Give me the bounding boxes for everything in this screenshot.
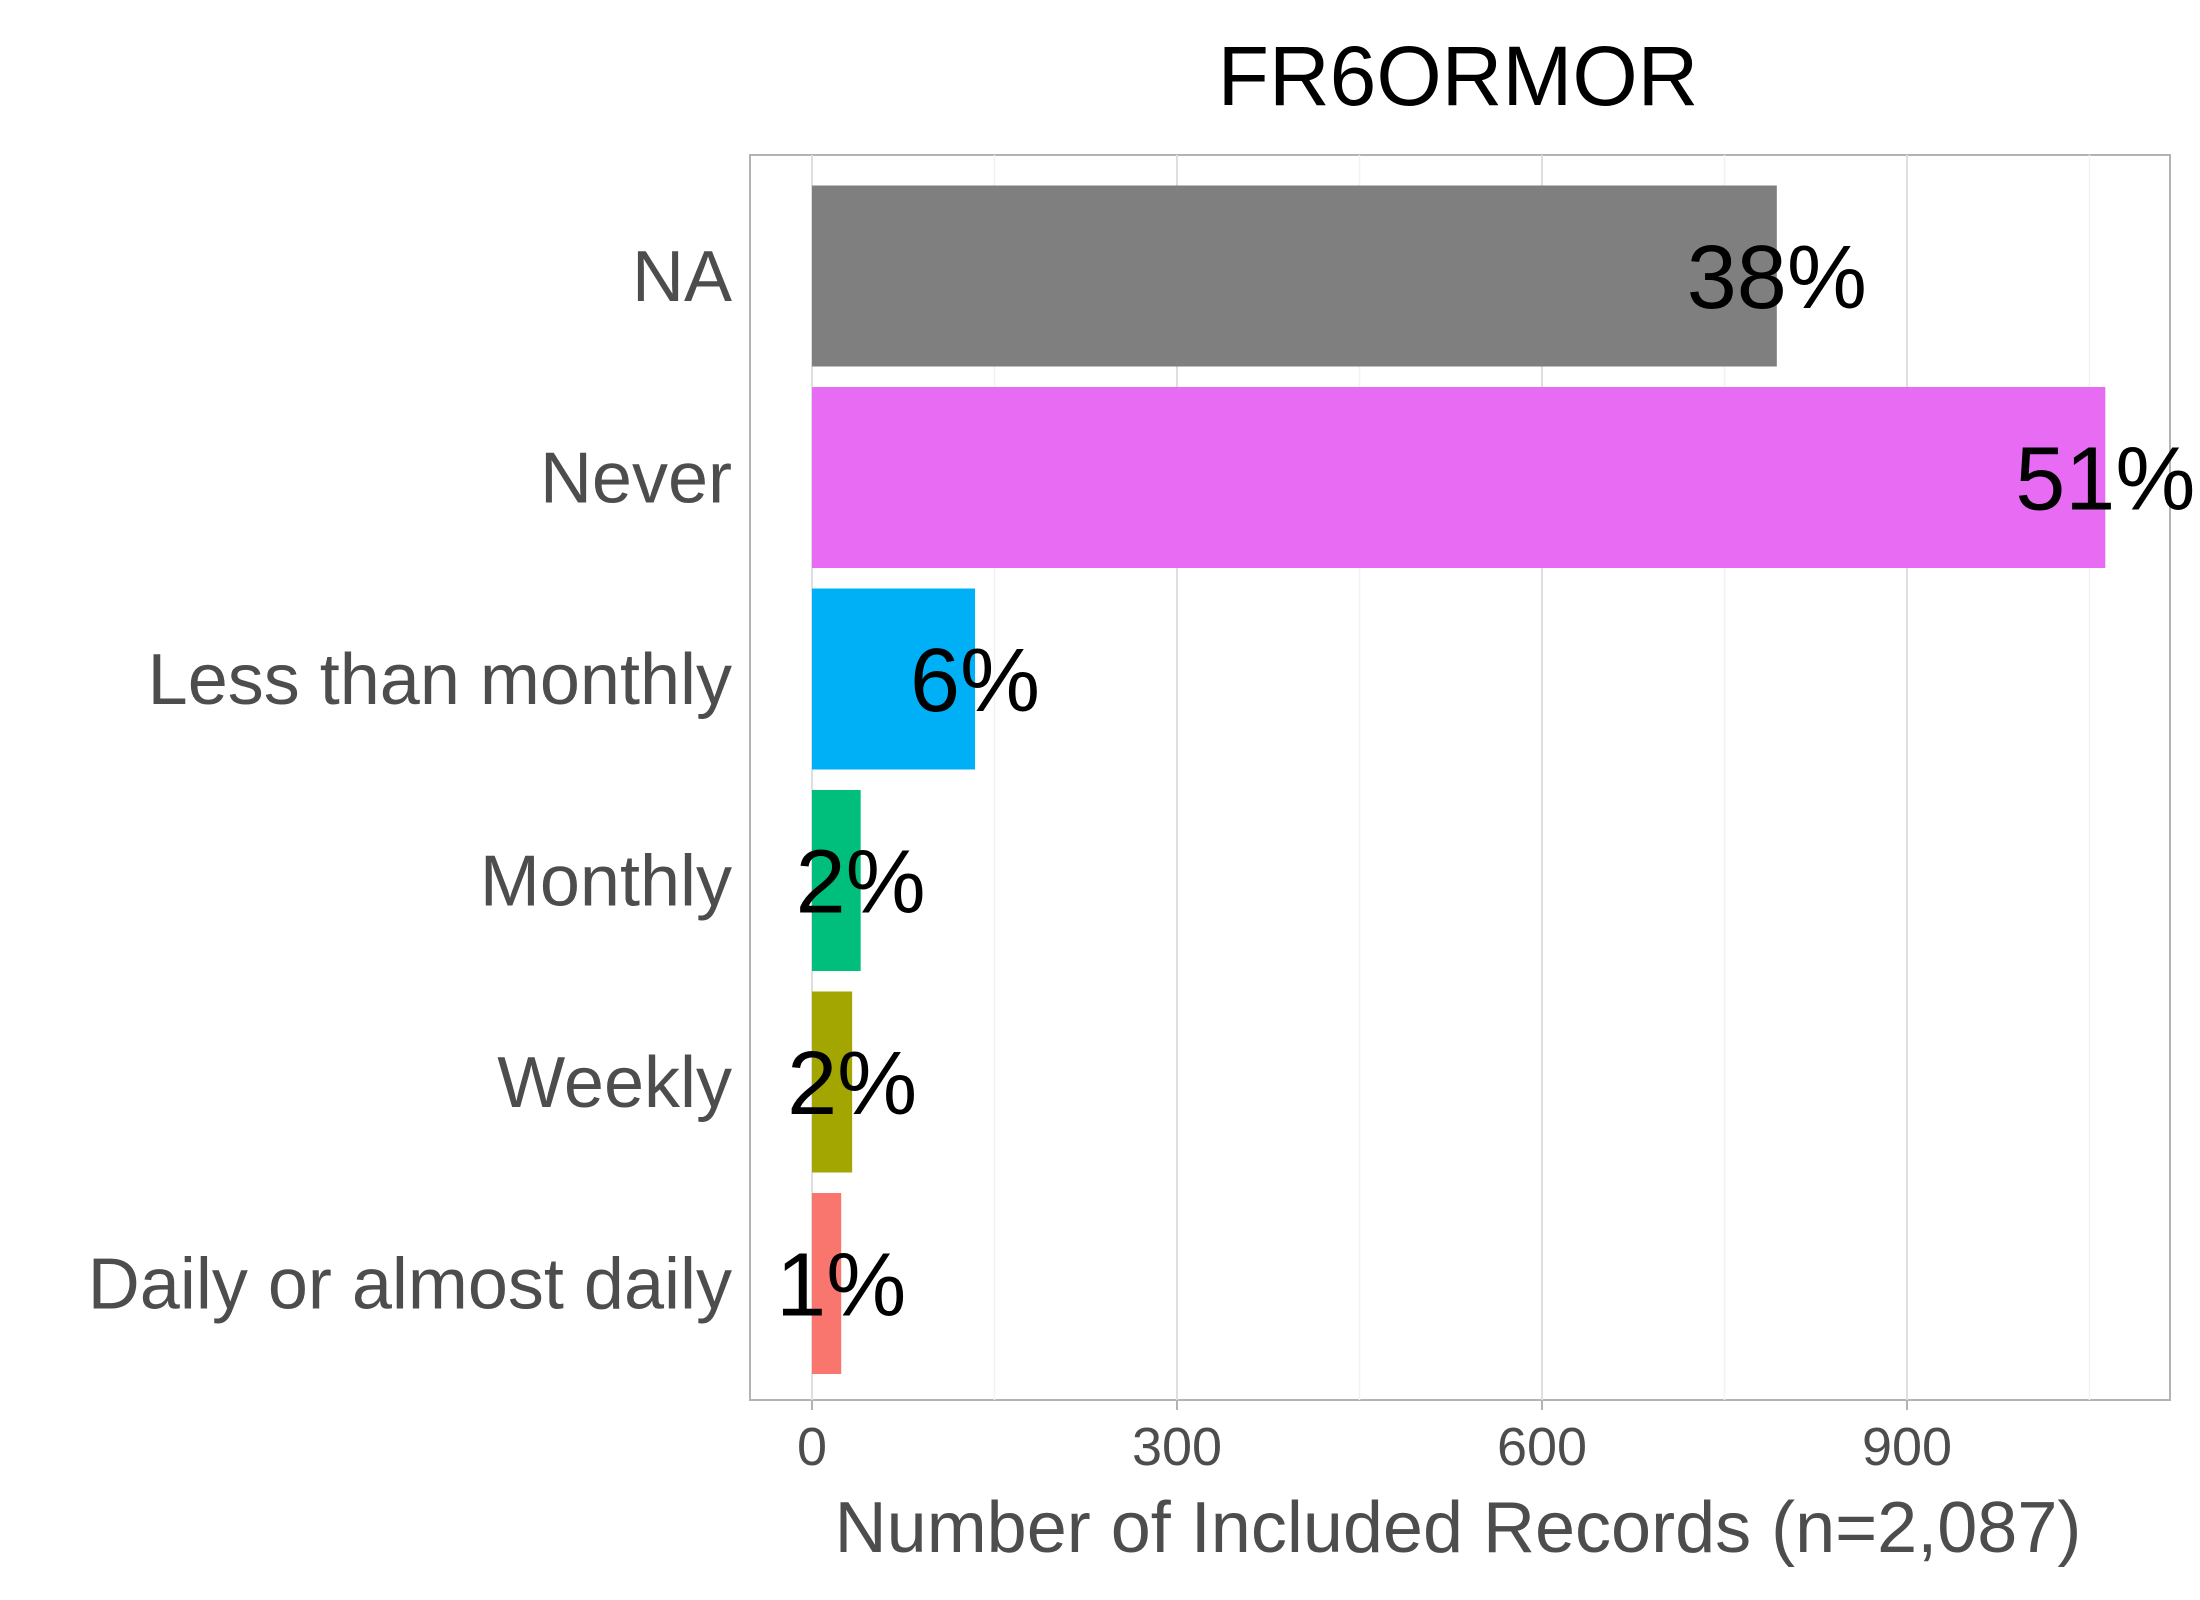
bars: [812, 185, 2106, 1374]
bar-value-labels: 38% 51% 6% 2% 2% 1%: [776, 228, 2195, 1336]
bar-2: [812, 588, 976, 770]
bar-value-label-1: 51%: [2015, 430, 2195, 530]
plot-panel: [749, 154, 2171, 1401]
bar-value-label-5: 1%: [776, 1236, 906, 1336]
category-label-5: Daily or almost daily: [88, 1245, 732, 1325]
bar-1: [812, 387, 2106, 568]
x-tick-label-3: 900: [1862, 1417, 1952, 1477]
category-label-0: NA: [632, 237, 732, 317]
bar-5: [812, 1193, 842, 1374]
bar-0: [812, 185, 1777, 367]
category-label-1: Never: [540, 439, 732, 519]
bar-value-label-3: 2%: [796, 833, 926, 933]
x-axis-title: Number of Included Records (n=2,087): [835, 1488, 2082, 1568]
bar-4: [812, 991, 853, 1173]
category-label-3: Monthly: [480, 842, 732, 922]
bar-value-label-0: 38%: [1687, 228, 1867, 328]
bar-3: [812, 790, 861, 971]
x-axis-ticks: 0 300 600 900: [797, 1400, 1952, 1477]
category-labels: NA Never Less than monthly Monthly Weekly Dai…: [88, 237, 732, 1325]
bar-value-label-2: 6%: [910, 631, 1040, 731]
x-tick-label-2: 600: [1497, 1417, 1587, 1477]
x-tick-label-0: 0: [797, 1417, 827, 1477]
x-tick-label-1: 300: [1132, 1417, 1222, 1477]
chart-title: FR6ORMOR: [1218, 29, 1699, 123]
category-label-2: Less than monthly: [148, 640, 732, 720]
category-label-4: Weekly: [497, 1043, 732, 1123]
bar-value-label-4: 2%: [787, 1034, 917, 1134]
